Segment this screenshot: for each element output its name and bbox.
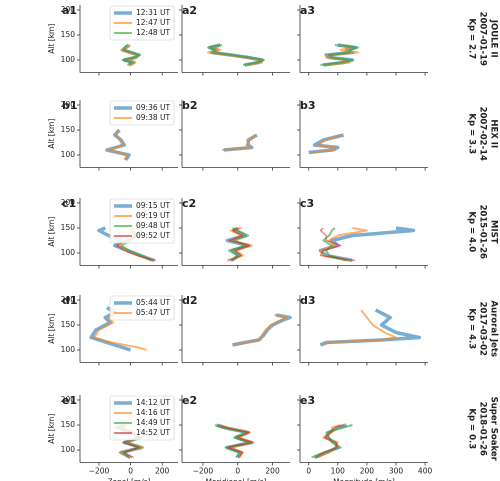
- legend-label: 14:16 UT: [136, 408, 170, 417]
- y-tick-label: 150: [61, 125, 76, 134]
- x-tick-label: −200: [89, 467, 110, 476]
- legend-box: [109, 395, 175, 441]
- profile-line: [320, 44, 360, 66]
- profile-line: [107, 129, 129, 161]
- legend-label: 05:44 UT: [136, 298, 170, 307]
- x-tick-label: 400: [418, 467, 433, 476]
- y-axis-label: Alt [km]: [47, 119, 56, 149]
- panel-label: c2: [182, 197, 196, 210]
- row-label: 2018-01-26: [478, 402, 488, 456]
- panel-label: c1: [62, 197, 76, 210]
- legend-label: 09:48 UT: [136, 221, 170, 230]
- y-tick-label: 100: [61, 445, 76, 454]
- legend-label: 09:52 UT: [136, 231, 170, 240]
- profile-line: [322, 309, 397, 346]
- y-tick-label: 100: [61, 345, 76, 354]
- profile-line: [228, 227, 251, 262]
- row-label: Auroral Jets: [489, 300, 499, 357]
- panel-label: d1: [62, 294, 78, 307]
- row-label: HEX II: [489, 119, 499, 148]
- legend-label: 09:19 UT: [136, 211, 170, 220]
- legend-label: 09:38 UT: [136, 113, 170, 122]
- profile-line: [308, 133, 345, 155]
- y-tick-label: 200: [61, 100, 76, 109]
- y-tick-label: 100: [61, 150, 76, 159]
- row-label: JOULE II: [489, 19, 499, 58]
- x-axis-label: Meridional [m/s]: [205, 478, 266, 481]
- y-axis-label: Alt [km]: [47, 414, 56, 444]
- x-tick-label: 200: [360, 467, 375, 476]
- row-label: Kp = 4.0: [467, 211, 477, 252]
- profile-line: [214, 424, 251, 459]
- x-axis-label: Magnitude [m/s]: [333, 478, 395, 481]
- row-label: Kp = 3.3: [467, 113, 477, 154]
- profile-line: [234, 314, 288, 346]
- profile-line: [322, 227, 347, 262]
- x-tick-label: 0: [128, 467, 133, 476]
- row-label: 2015-01-26: [478, 205, 488, 259]
- row-label: Kp = 2.7: [467, 18, 477, 59]
- x-tick-label: −200: [193, 467, 214, 476]
- row-label: Kp = 4.3: [467, 308, 477, 349]
- x-tick-label: 300: [389, 467, 404, 476]
- profile-line: [319, 227, 356, 262]
- panel-label: b2: [182, 99, 198, 112]
- panel-label: b3: [300, 99, 316, 112]
- profile-line: [105, 128, 131, 161]
- y-tick-label: 150: [61, 420, 76, 429]
- x-tick-label: 0: [306, 467, 311, 476]
- legend-label: 14:12 UT: [136, 398, 170, 407]
- legend-label: 14:52 UT: [136, 428, 170, 437]
- profile-line: [218, 424, 254, 458]
- legend-label: 09:15 UT: [136, 201, 170, 210]
- panel-label: a3: [300, 4, 315, 17]
- profile-line: [121, 44, 142, 66]
- y-axis-label: Alt [km]: [47, 217, 56, 247]
- y-tick-label: 150: [61, 320, 76, 329]
- row-label: 2007-02-14: [478, 107, 488, 161]
- x-tick-label: 100: [331, 467, 346, 476]
- row-label: 2017-03-02: [478, 302, 488, 356]
- legend-label: 12:48 UT: [136, 28, 170, 37]
- y-tick-label: 100: [61, 55, 76, 64]
- legend-label: 14:49 UT: [136, 418, 170, 427]
- panel-label: c3: [300, 197, 314, 210]
- panel-label: e1: [62, 394, 77, 407]
- legend-label: 09:36 UT: [136, 103, 170, 112]
- profile-line: [222, 134, 256, 151]
- y-tick-label: 150: [61, 223, 76, 232]
- legend-label: 05:47 UT: [136, 308, 170, 317]
- row-label: MIST: [489, 220, 499, 244]
- panel-label: a2: [182, 4, 197, 17]
- x-tick-label: 200: [265, 467, 280, 476]
- panel-label: b1: [62, 99, 78, 112]
- legend-box: [109, 198, 175, 244]
- y-tick-label: 100: [61, 248, 76, 257]
- row-label: Kp = 0.3: [467, 408, 477, 449]
- x-axis-label: Zonal [m/s]: [107, 478, 150, 481]
- profile-line: [311, 134, 342, 154]
- row-label: Super Soaker: [489, 397, 499, 462]
- legend-label: 12:31 UT: [136, 8, 170, 17]
- x-tick-label: 0: [235, 467, 240, 476]
- legend-label: 12:47 UT: [136, 18, 170, 27]
- panel-label: d2: [182, 294, 198, 307]
- profile-line: [315, 424, 344, 459]
- y-tick-label: 200: [61, 5, 76, 14]
- panel-label: e2: [182, 394, 197, 407]
- panel-label: e3: [300, 394, 315, 407]
- y-tick-label: 150: [61, 30, 76, 39]
- panel-label: a1: [62, 4, 77, 17]
- panel-label: d3: [300, 294, 316, 307]
- x-tick-label: 200: [155, 467, 170, 476]
- row-label: 2007-01-19: [478, 12, 488, 66]
- y-axis-label: Alt [km]: [47, 24, 56, 54]
- y-tick-label: 200: [61, 395, 76, 404]
- profile-line: [207, 44, 265, 66]
- y-axis-label: Alt [km]: [47, 314, 56, 344]
- y-tick-label: 200: [61, 198, 76, 207]
- profile-line: [319, 227, 368, 262]
- y-tick-label: 200: [61, 295, 76, 304]
